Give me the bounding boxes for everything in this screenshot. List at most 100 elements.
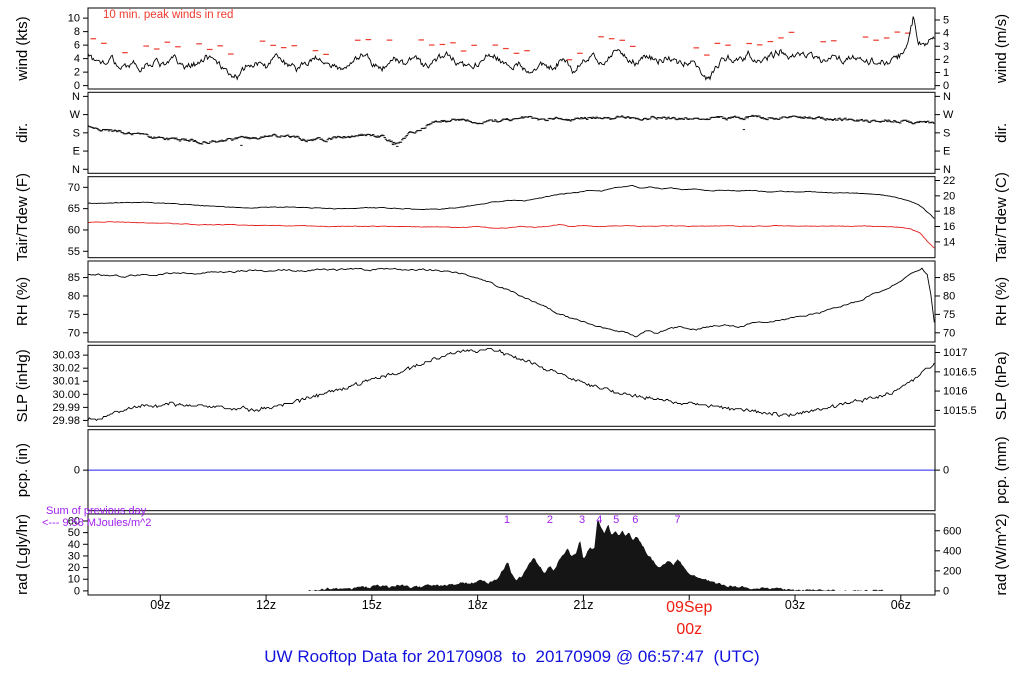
svg-text:rad (Lgly/hr): rad (Lgly/hr) xyxy=(14,514,31,595)
svg-text:14: 14 xyxy=(943,236,955,248)
svg-text:16: 16 xyxy=(943,221,955,233)
svg-text:E: E xyxy=(73,146,80,158)
svg-text:N: N xyxy=(943,91,951,103)
svg-text:09z: 09z xyxy=(150,598,170,612)
svg-text:7: 7 xyxy=(675,514,681,526)
svg-text:6: 6 xyxy=(74,40,80,52)
panel-pcp: 0 0 pcp. (in) pcp. (mm) xyxy=(14,429,1010,512)
svg-text:06z: 06z xyxy=(891,598,911,612)
svg-text:80: 80 xyxy=(943,290,955,302)
svg-text:3: 3 xyxy=(943,41,949,53)
svg-text:75: 75 xyxy=(943,309,955,321)
svg-text:0: 0 xyxy=(943,80,949,92)
svg-text:1016.5: 1016.5 xyxy=(943,366,977,378)
figure-title: UW Rooftop Data for 20170908 to 20170909… xyxy=(264,647,760,666)
svg-text:RH (%): RH (%) xyxy=(993,277,1010,326)
svg-text:S: S xyxy=(73,127,80,139)
svg-text:N: N xyxy=(72,91,80,103)
panel-temp: 55 60 65 70 14 16 18 20 22 Tair/Tdew (F) Tair/Tdew… xyxy=(14,172,1010,262)
svg-text:21z: 21z xyxy=(573,598,593,612)
svg-text:N: N xyxy=(72,164,80,176)
svg-text:Tair/Tdew (C): Tair/Tdew (C) xyxy=(993,172,1010,262)
time-axis: 09z 12z 15z 18z 21z 09Sep 00z 03z 06z xyxy=(150,594,911,638)
svg-text:30: 30 xyxy=(68,550,80,562)
svg-text:75: 75 xyxy=(68,309,80,321)
svg-text:SLP (inHg): SLP (inHg) xyxy=(14,349,31,422)
radiation-sum-value: <--- 9.58 MJoules/m^2 xyxy=(42,517,152,529)
svg-text:70: 70 xyxy=(943,327,955,339)
svg-text:RH (%): RH (%) xyxy=(14,277,31,326)
svg-text:4: 4 xyxy=(943,28,949,40)
svg-text:4: 4 xyxy=(596,514,602,526)
svg-text:E: E xyxy=(943,146,950,158)
svg-text:20: 20 xyxy=(943,190,955,202)
svg-text:60: 60 xyxy=(68,224,80,236)
svg-text:65: 65 xyxy=(68,203,80,215)
radiation-sum-label: Sum of previous day xyxy=(46,505,147,517)
svg-text:03z: 03z xyxy=(785,598,805,612)
svg-text:70: 70 xyxy=(68,327,80,339)
svg-text:W: W xyxy=(943,109,954,121)
svg-text:20: 20 xyxy=(68,562,80,574)
svg-text:10: 10 xyxy=(68,13,80,25)
svg-text:30.00: 30.00 xyxy=(52,389,80,401)
svg-text:wind (m/s): wind (m/s) xyxy=(993,14,1010,84)
peak-winds-note: 10 min. peak winds in red xyxy=(103,9,234,21)
svg-text:200: 200 xyxy=(943,565,961,577)
svg-text:8: 8 xyxy=(74,26,80,38)
svg-text:2: 2 xyxy=(74,67,80,79)
svg-text:SLP (hPa): SLP (hPa) xyxy=(993,351,1010,420)
svg-text:1015.5: 1015.5 xyxy=(943,405,977,417)
svg-text:0: 0 xyxy=(943,465,949,477)
svg-text:30.01: 30.01 xyxy=(52,376,80,388)
svg-text:40: 40 xyxy=(68,539,80,551)
svg-text:N: N xyxy=(943,164,951,176)
svg-text:18: 18 xyxy=(943,206,955,218)
svg-text:0: 0 xyxy=(74,585,80,597)
svg-text:dir.: dir. xyxy=(993,123,1010,143)
svg-text:3: 3 xyxy=(579,514,585,526)
svg-text:pcp. (in): pcp. (in) xyxy=(14,443,31,497)
svg-text:2: 2 xyxy=(547,514,553,526)
svg-text:400: 400 xyxy=(943,545,961,557)
svg-text:wind (kts): wind (kts) xyxy=(14,16,31,81)
svg-text:85: 85 xyxy=(68,272,80,284)
svg-text:dir.: dir. xyxy=(14,123,31,143)
svg-text:0: 0 xyxy=(74,80,80,92)
svg-text:1: 1 xyxy=(943,67,949,79)
svg-text:6: 6 xyxy=(632,514,638,526)
svg-text:22: 22 xyxy=(943,175,955,187)
svg-text:0: 0 xyxy=(943,585,949,597)
svg-text:10: 10 xyxy=(68,574,80,586)
svg-text:60: 60 xyxy=(68,515,80,527)
svg-text:2: 2 xyxy=(943,54,949,66)
svg-text:55: 55 xyxy=(68,246,80,258)
svg-text:0: 0 xyxy=(74,465,80,477)
svg-text:18z: 18z xyxy=(468,598,488,612)
panel-rh: 70 75 80 85 70 75 80 85 RH (%) RH (%) xyxy=(14,260,1010,343)
svg-text:1: 1 xyxy=(504,514,510,526)
svg-text:80: 80 xyxy=(68,290,80,302)
svg-text:Tair/Tdew (F): Tair/Tdew (F) xyxy=(14,173,31,261)
svg-text:5: 5 xyxy=(613,514,619,526)
svg-text:09Sep: 09Sep xyxy=(666,599,712,616)
svg-text:pcp. (mm): pcp. (mm) xyxy=(993,436,1010,504)
svg-text:29.98: 29.98 xyxy=(52,415,80,427)
svg-text:30.03: 30.03 xyxy=(52,350,80,362)
svg-text:rad (W/m^2): rad (W/m^2) xyxy=(993,513,1010,595)
svg-text:15z: 15z xyxy=(362,598,382,612)
svg-text:00z: 00z xyxy=(676,621,702,638)
svg-text:50: 50 xyxy=(68,527,80,539)
svg-text:5: 5 xyxy=(943,15,949,27)
svg-text:12z: 12z xyxy=(256,598,276,612)
svg-text:1017: 1017 xyxy=(943,347,967,359)
svg-text:85: 85 xyxy=(943,272,955,284)
svg-text:W: W xyxy=(70,109,81,121)
svg-text:S: S xyxy=(943,127,950,139)
svg-text:4: 4 xyxy=(74,53,80,65)
svg-text:70: 70 xyxy=(68,182,80,194)
